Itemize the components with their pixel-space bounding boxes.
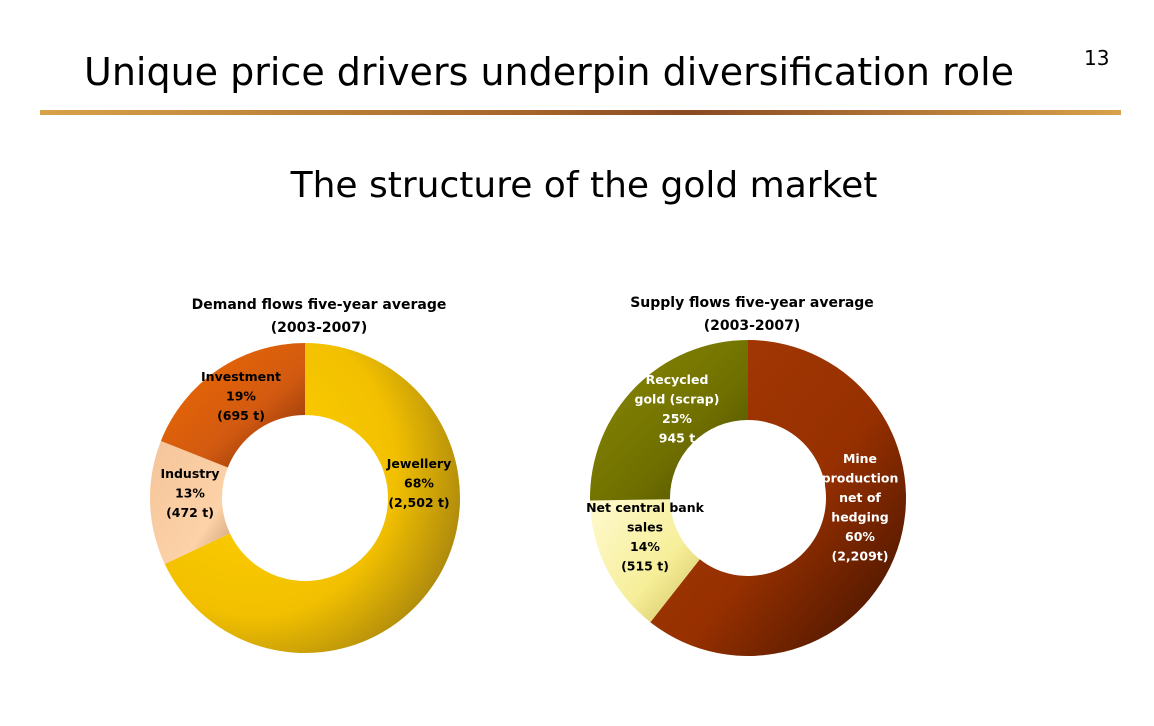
supply-slice-recycled-gold	[590, 340, 748, 501]
supply-label-recycled-gold: 945 t	[659, 431, 695, 446]
slide-title: Unique price drivers underpin diversific…	[84, 50, 1015, 94]
demand-slice-investment	[160, 343, 305, 468]
supply-label-central-bank-sales: sales	[627, 520, 663, 535]
demand-label-industry: 13%	[175, 486, 205, 501]
supply-label-mine-production: production	[822, 471, 899, 486]
supply-label-mine-production: (2,209t)	[832, 549, 889, 564]
page-number: 13	[1084, 46, 1110, 70]
supply-label-mine-production: hedging	[831, 510, 888, 525]
demand-label-industry: (472 t)	[166, 505, 214, 520]
demand-label-investment: 19%	[226, 389, 256, 404]
demand-label-jewellery: Jewellery	[386, 456, 452, 471]
supply-label-central-bank-sales: Net central bank	[586, 500, 705, 515]
supply-label-mine-production: 60%	[845, 529, 875, 544]
supply-label-recycled-gold: 25%	[662, 411, 692, 426]
supply-chart-title-line-1: Supply flows five-year average	[630, 295, 874, 311]
supply-label-mine-production: net of	[839, 490, 881, 505]
supply-label-central-bank-sales: 14%	[630, 539, 660, 554]
supply-slice-mine-production	[650, 340, 906, 656]
supply-slice-central-bank-sales	[590, 499, 700, 623]
demand-label-investment: Investment	[201, 369, 281, 384]
demand-label-jewellery: (2,502 t)	[388, 495, 449, 510]
supply-label-mine-production: Mine	[843, 451, 877, 466]
title-divider	[40, 110, 1121, 115]
supply-label-recycled-gold: gold (scrap)	[635, 392, 720, 407]
slide-subtitle: The structure of the gold market	[290, 165, 878, 206]
demand-slice-jewellery	[164, 343, 461, 653]
supply-label-recycled-gold: Recycled	[646, 372, 709, 387]
demand-label-jewellery: 68%	[404, 476, 434, 491]
supply-label-central-bank-sales: (515 t)	[621, 559, 669, 574]
supply-chart-title-line-2: (2003-2007)	[704, 318, 801, 334]
demand-slice-industry	[149, 440, 230, 564]
demand-chart-title-line-1: Demand flows five-year average	[192, 297, 447, 313]
demand-label-investment: (695 t)	[217, 408, 265, 423]
demand-chart-title-line-2: (2003-2007)	[271, 320, 368, 336]
demand-label-industry: Industry	[160, 466, 219, 481]
